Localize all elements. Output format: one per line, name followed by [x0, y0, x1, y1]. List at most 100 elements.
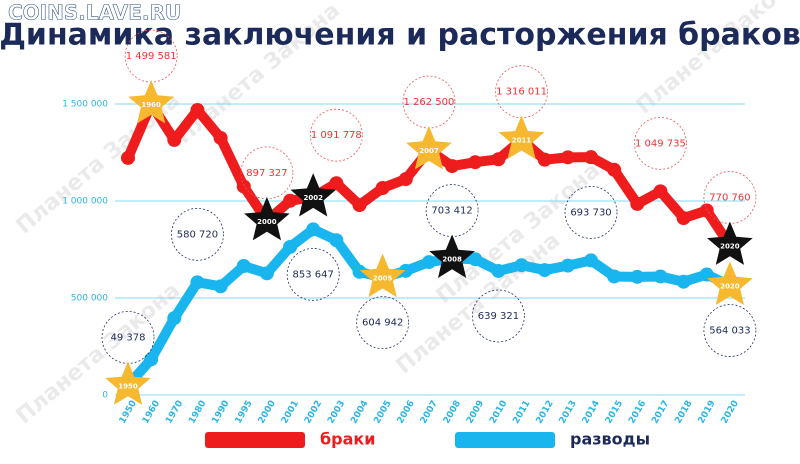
x-tick-label: 2010 — [488, 399, 509, 426]
star-label: 2008 — [442, 256, 462, 264]
data-point — [607, 269, 622, 284]
star — [406, 126, 452, 170]
data-point — [213, 130, 228, 145]
data-point — [167, 311, 182, 326]
data-point — [560, 150, 575, 165]
data-point — [584, 150, 598, 165]
label-circle — [564, 186, 618, 239]
data-point — [121, 150, 135, 165]
data-point — [676, 274, 691, 289]
x-tick-label: 2015 — [604, 399, 625, 426]
x-tick-label: 2014 — [581, 399, 602, 426]
data-point — [306, 222, 321, 237]
x-tick-label: 2006 — [396, 399, 417, 426]
data-point — [329, 176, 344, 191]
data-point — [560, 258, 575, 273]
value-label: 49 378 — [111, 332, 146, 343]
data-point — [421, 255, 436, 270]
legend-swatch — [205, 432, 305, 448]
star — [359, 253, 406, 298]
data-point — [676, 211, 691, 226]
label-circle — [471, 289, 525, 343]
legend-label: разводы — [570, 430, 650, 449]
value-label: 1 049 735 — [635, 138, 686, 149]
y-tick-label: 0 — [102, 391, 108, 401]
star — [244, 196, 290, 241]
data-point — [468, 155, 483, 170]
data-point — [144, 352, 159, 367]
data-point — [236, 258, 251, 273]
data-point — [630, 196, 645, 211]
series-line — [123, 224, 735, 391]
data-point — [491, 152, 506, 167]
data-point — [398, 172, 413, 187]
data-point — [329, 233, 344, 248]
star-label: 2007 — [419, 147, 439, 155]
data-point — [167, 132, 182, 147]
value-label: 853 647 — [293, 269, 334, 280]
label-circle — [356, 296, 410, 350]
data-point — [514, 258, 529, 273]
label-circle — [703, 304, 757, 357]
data-point — [653, 184, 668, 199]
x-tick-label: 2012 — [535, 399, 556, 426]
star — [128, 80, 174, 124]
star-label: 2020 — [720, 242, 740, 250]
x-tick-label: 2017 — [650, 399, 671, 426]
data-point — [259, 266, 274, 281]
label-circle — [286, 247, 340, 301]
x-tick-label: 2003 — [326, 399, 347, 426]
data-point — [375, 181, 390, 196]
star-label: 2020 — [720, 283, 740, 291]
data-point — [190, 103, 205, 118]
x-tick-label: 1970 — [164, 399, 185, 426]
star-label: 2002 — [303, 194, 323, 202]
value-label: 897 327 — [246, 168, 287, 179]
star-label: 1960 — [141, 101, 161, 109]
data-point — [352, 198, 367, 213]
star-label: 2005 — [373, 275, 393, 283]
x-tick-label: 2005 — [372, 399, 393, 426]
x-tick-label: 1995 — [234, 399, 255, 426]
x-tick-label: 2000 — [257, 399, 278, 426]
x-tick-label: 2008 — [442, 399, 463, 426]
star — [429, 234, 475, 278]
x-tick-label: 2019 — [697, 399, 718, 426]
x-tick-label: 2001 — [280, 399, 301, 426]
x-tick-label: 1950 — [118, 399, 139, 426]
data-point — [630, 269, 645, 284]
x-tick-label: 2011 — [511, 399, 532, 426]
x-tick-label: 1980 — [187, 399, 208, 426]
data-point — [236, 179, 251, 194]
data-point — [445, 159, 460, 174]
series-line — [123, 99, 735, 251]
x-tick-label: 2020 — [720, 399, 741, 426]
label-circle — [634, 116, 687, 170]
data-point — [468, 252, 483, 267]
star — [105, 361, 151, 405]
y-tick-label: 1 500 000 — [62, 100, 108, 110]
data-point — [491, 263, 506, 278]
star-label: 1950 — [118, 382, 138, 390]
value-label: 1 262 500 — [403, 97, 454, 108]
chart-title: Динамика заключения и расторжения браков — [0, 18, 800, 53]
site-watermark: COINS.LAVE.RU — [8, 1, 181, 25]
x-tick-label: 2016 — [627, 399, 648, 426]
star — [498, 115, 545, 160]
data-point — [190, 275, 205, 290]
value-label: 1 316 011 — [496, 87, 547, 98]
value-label: 604 942 — [362, 318, 403, 329]
data-point — [398, 263, 413, 278]
label-circle — [309, 108, 363, 162]
value-label: 1 499 581 — [126, 51, 177, 62]
value-label: 693 730 — [570, 207, 611, 218]
legend-label: браки — [320, 430, 376, 449]
y-tick-label: 1 000 000 — [62, 197, 108, 207]
value-label: 639 321 — [478, 311, 519, 322]
star — [707, 261, 753, 305]
data-point — [213, 279, 228, 294]
star-label: 2011 — [512, 137, 532, 145]
label-circle — [171, 207, 224, 261]
value-label: 703 412 — [431, 206, 472, 217]
